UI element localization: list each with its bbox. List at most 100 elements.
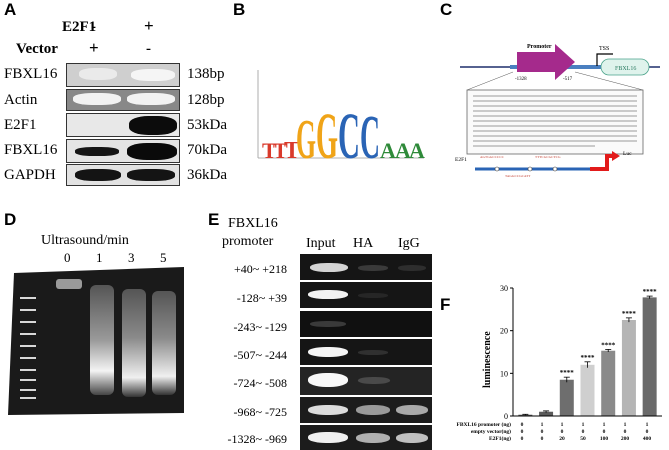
gel-lane-0 [56,279,82,289]
row-label-e2f1: E2F1(ng) [489,435,511,442]
band [358,265,388,271]
logo-letter: A [409,138,425,163]
band [396,433,428,443]
col-5-vector: 0 [603,429,606,435]
gel-lane-1 [90,285,114,395]
col-4-e2f1: 50 [580,436,586,442]
significance-label: **** [560,369,575,377]
pos-left-label: -1328 [515,77,527,82]
band [73,93,121,105]
gel-row-3 [300,311,432,337]
significance-label: **** [601,341,616,349]
logo-letter: T [262,138,277,163]
e2f1-label: E2F1 [455,157,467,163]
region-label-4: -507~ -244 [233,348,287,362]
zoom-line-left [466,71,514,91]
blot-2 [66,89,180,111]
gel-row-6 [300,397,432,423]
gel-row-1 [300,254,432,280]
band [356,405,390,415]
y-tick-label: 0 [504,412,508,421]
col-2-e2f1: 0 [541,436,544,442]
vector-val-1: + [89,38,99,57]
band [396,405,428,415]
vector-row-label: Vector [16,41,58,57]
band [308,405,348,415]
col-7-e2f1: 400 [643,436,652,442]
blot-4-size: 70kDa [187,142,227,158]
logo-letter: A [380,138,396,163]
tss-marker [596,53,613,66]
y-axis-label: luminescence [482,331,493,388]
lane-label-0: 0 [64,250,71,265]
band [398,265,426,271]
blot-4-label: FBXL16 [4,142,58,158]
site-marker [527,166,533,172]
band [127,143,177,160]
row-label-promoter: FBXL16 promoter (ng) [457,421,512,428]
bar-6 [621,320,636,416]
bar-4 [580,364,595,416]
col-3-e2f1: 20 [559,436,565,442]
col-2-vector: 0 [541,429,544,435]
col-6-vector: 0 [624,429,627,435]
site-1-label: AGTGGCCCCC [480,155,505,159]
gel-lane-5 [152,291,176,395]
bar-1 [518,414,533,416]
col-1-e2f1: 0 [521,436,524,442]
luc-label: Luc [623,151,632,157]
logo-letter: G [296,109,316,171]
bar-5 [601,350,616,416]
col-7-vector: 0 [646,429,649,435]
bar-3 [559,379,574,416]
col-4-vector: 0 [582,429,585,435]
blot-1-size: 138bp [187,66,225,82]
col-igg: IgG [398,236,420,251]
logo-letter: C [360,104,380,172]
significance-label: **** [643,288,658,296]
gel-row-7 [300,425,432,450]
band [308,347,348,357]
gene-label: FBXL16 [615,66,636,72]
blot-3-size: 53kDa [187,117,227,133]
lane-label-5: 5 [160,250,167,265]
significance-label: **** [622,310,637,318]
promoter-arrow [517,44,575,80]
blot-2-size: 128bp [187,92,225,108]
promoter-header: promoter [222,234,274,249]
blot-1 [66,63,180,87]
col-6-e2f1: 200 [621,436,630,442]
region-label-7: -1328~ -969 [227,432,287,446]
col-6-promoter: 1 [624,422,627,428]
col-2-promoter: 1 [541,422,544,428]
panel-label-b: B [233,0,246,19]
e2f1-val-2: + [144,16,154,35]
y-tick-label: 10 [500,369,508,378]
band [131,69,175,81]
band [127,93,175,105]
site-marker [552,166,558,172]
band [358,293,388,298]
gene-box [600,58,650,76]
band [127,169,175,181]
band [358,377,390,384]
blot-5-label: GAPDH [4,167,56,183]
band [310,321,346,327]
col-1-promoter: 0 [521,422,524,428]
zoom-line-right [574,71,644,91]
panel-label-d: D [4,210,17,229]
gel-lane-3 [122,289,146,397]
e2f1-val-1: - [91,19,96,35]
col-5-e2f1: 100 [600,436,609,442]
site-marker [494,166,500,172]
band [356,433,390,443]
logo-letter: A [395,138,411,163]
panel-label-a: A [4,0,17,19]
blot-5 [66,164,180,186]
col-3-vector: 0 [561,429,564,435]
region-label-1: +40~ +218 [233,262,287,276]
band [310,263,348,272]
motif-logo: T T T G G C C A A A [257,70,425,173]
blot-2-label: Actin [4,92,38,108]
blot-3 [66,113,180,137]
